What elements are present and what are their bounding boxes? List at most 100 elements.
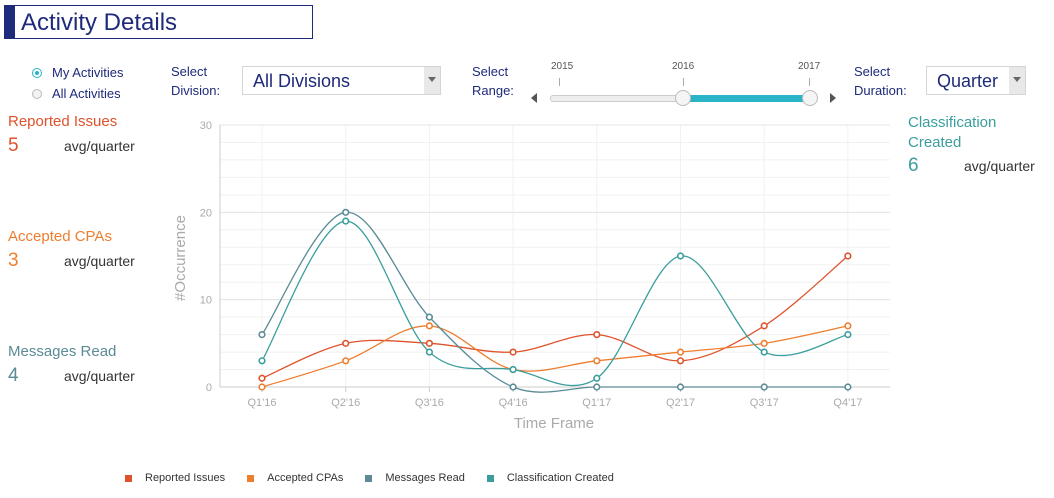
range-left-arrow-icon[interactable] (531, 93, 537, 103)
x-tick-label: Q3'17 (750, 397, 779, 409)
stat-messages-read-value: 4 (8, 365, 19, 386)
legend-item[interactable]: Reported Issues (125, 472, 225, 484)
legend-swatch (486, 474, 494, 482)
data-point (258, 383, 266, 391)
range-tick-label: 2016 (672, 61, 695, 72)
range-slider-fill (683, 95, 810, 102)
data-point (425, 348, 434, 356)
division-select-value: All Divisions (253, 71, 351, 91)
range-tick (559, 78, 560, 86)
data-point (425, 313, 434, 321)
range-tick (809, 78, 810, 86)
data-point (509, 383, 517, 391)
legend-label: Messages Read (385, 472, 465, 484)
data-point (593, 374, 601, 382)
radio-my-activities[interactable]: My Activities (32, 65, 124, 80)
series-line-3 (261, 220, 849, 387)
data-point (258, 331, 266, 339)
x-tick-label: Q2'16 (331, 397, 360, 409)
y-tick-label: 0 (206, 382, 212, 394)
x-tick-label: Q2'17 (666, 397, 695, 409)
title-accent-bar (5, 6, 15, 38)
stat-accepted-cpas-label: Accepted CPAs (8, 228, 112, 245)
radio-off-icon[interactable] (32, 88, 42, 99)
data-point (342, 357, 350, 365)
data-point (509, 348, 517, 356)
legend-item[interactable]: Messages Read (365, 472, 465, 484)
division-label: Select Division: (171, 64, 221, 98)
radio-label: My Activities (52, 65, 124, 80)
data-point (844, 322, 852, 330)
radio-on-icon[interactable] (32, 67, 42, 78)
series-line-2 (261, 211, 848, 393)
data-point (342, 217, 350, 225)
data-point (760, 348, 768, 356)
data-point (844, 252, 852, 260)
legend-item[interactable]: Accepted CPAs (247, 472, 343, 484)
range-tick-label: 2015 (551, 61, 574, 72)
legend-item[interactable]: Classification Created (486, 472, 614, 484)
legend-label: Classification Created (506, 472, 614, 484)
legend-swatch (365, 474, 373, 482)
range-tick-label: 2017 (798, 61, 821, 72)
data-point (760, 383, 768, 391)
division-select[interactable]: All Divisions (242, 66, 441, 95)
stat-reported-issues-value: 5 (8, 135, 19, 156)
data-point (593, 383, 601, 391)
data-point (342, 208, 350, 216)
stat-unit: avg/quarter (64, 368, 135, 384)
data-point (425, 322, 434, 330)
stat-classification-created-label: Classification Created (908, 114, 997, 151)
duration-select-value: Quarter (937, 71, 999, 91)
x-tick-label: Q1'16 (247, 397, 276, 409)
page-title-box: Activity Details (4, 5, 313, 39)
data-point (676, 348, 685, 356)
legend-label: Reported Issues (145, 472, 226, 484)
data-point (425, 339, 434, 347)
data-point (760, 322, 768, 330)
stat-unit: avg/quarter (64, 138, 135, 154)
data-point (593, 357, 601, 365)
page-title: Activity Details (21, 9, 178, 36)
y-tick-label: 10 (200, 295, 212, 307)
x-tick-label: Q1'17 (582, 397, 611, 409)
radio-label: All Activities (52, 86, 121, 101)
legend-swatch (247, 474, 255, 482)
data-point (258, 374, 266, 382)
data-point (593, 331, 601, 339)
chart-legend: Reported Issues Accepted CPAs Messages R… (125, 472, 636, 484)
y-axis-title: #Occurrence (172, 215, 189, 301)
duration-select[interactable]: Quarter (926, 66, 1026, 95)
x-axis-title: Time Frame (514, 415, 594, 432)
stat-classification-created-value: 6 (908, 155, 919, 176)
series-line-0 (261, 255, 849, 379)
data-point (760, 339, 768, 347)
stat-reported-issues-label: Reported Issues (8, 113, 118, 130)
stat-messages-read-label: Messages Read (8, 343, 117, 360)
data-point (676, 252, 685, 260)
series-line-1 (261, 325, 849, 388)
range-right-arrow-icon[interactable] (830, 93, 836, 103)
data-point (509, 365, 517, 374)
data-point (509, 365, 517, 374)
duration-label: Select Duration: (854, 64, 907, 98)
range-handle-start[interactable] (675, 90, 691, 106)
data-point (844, 331, 852, 339)
x-tick-label: Q3'16 (415, 397, 444, 409)
data-point (676, 357, 685, 365)
x-tick-label: Q4'16 (499, 397, 528, 409)
range-label: Select Range: (472, 64, 514, 98)
legend-label: Accepted CPAs (267, 472, 344, 484)
y-tick-label: 20 (200, 207, 212, 219)
range-tick (683, 78, 684, 86)
range-handle-end[interactable] (802, 90, 818, 106)
chevron-down-icon[interactable] (424, 67, 440, 94)
radio-all-activities[interactable]: All Activities (32, 86, 121, 101)
x-tick-label: Q4'17 (833, 397, 862, 409)
y-tick-label: 30 (200, 120, 212, 132)
data-point (676, 383, 685, 391)
stat-unit: avg/quarter (964, 158, 1035, 174)
data-point (844, 383, 852, 391)
chevron-down-icon[interactable] (1009, 67, 1025, 94)
legend-swatch (125, 474, 132, 482)
